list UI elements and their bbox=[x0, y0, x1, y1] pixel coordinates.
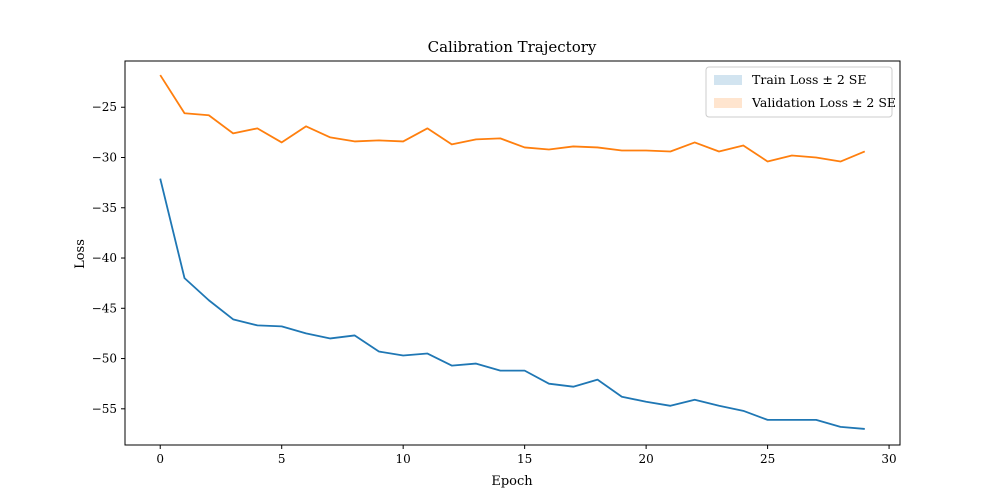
x-tick-label: 20 bbox=[638, 452, 653, 466]
y-axis-label: Loss bbox=[73, 239, 88, 269]
y-tick-label: −40 bbox=[92, 251, 117, 265]
x-tick-label: 0 bbox=[156, 452, 164, 466]
plot-area bbox=[125, 61, 900, 445]
y-tick-label: −25 bbox=[92, 100, 117, 114]
series-layer bbox=[159, 74, 866, 430]
series-line-0 bbox=[159, 178, 865, 430]
axes-layer: 0 5 10 15 20 25 30 −55 −50 −45 −40 −35 −30 −25 bbox=[92, 60, 901, 466]
y-tick-label: −50 bbox=[92, 352, 117, 366]
x-tick-label: 10 bbox=[396, 452, 411, 466]
chart-title: Calibration Trajectory bbox=[428, 38, 597, 56]
legend-label: Validation Loss ± 2 SE bbox=[751, 95, 896, 110]
x-axis-label: Epoch bbox=[491, 474, 533, 489]
y-tick-label: −30 bbox=[92, 151, 117, 165]
x-tick-label: 30 bbox=[881, 452, 896, 466]
x-tick-label: 5 bbox=[278, 452, 286, 466]
x-tick-label: 15 bbox=[517, 452, 532, 466]
y-tick-label: −35 bbox=[92, 201, 117, 215]
series-line-1 bbox=[159, 74, 866, 163]
plot-background bbox=[125, 61, 900, 445]
legend-box bbox=[705, 66, 893, 118]
y-tick-label: −45 bbox=[92, 301, 117, 315]
legend-swatch bbox=[714, 75, 742, 85]
legend-label: Train Loss ± 2 SE bbox=[752, 72, 866, 87]
legend: Train Loss ± 2 SE Validation Loss ± 2 SE bbox=[705, 66, 896, 118]
axes-frame bbox=[124, 60, 901, 446]
y-tick-label: −55 bbox=[92, 402, 117, 416]
x-tick-label: 25 bbox=[760, 452, 775, 466]
legend-swatch bbox=[714, 98, 742, 108]
